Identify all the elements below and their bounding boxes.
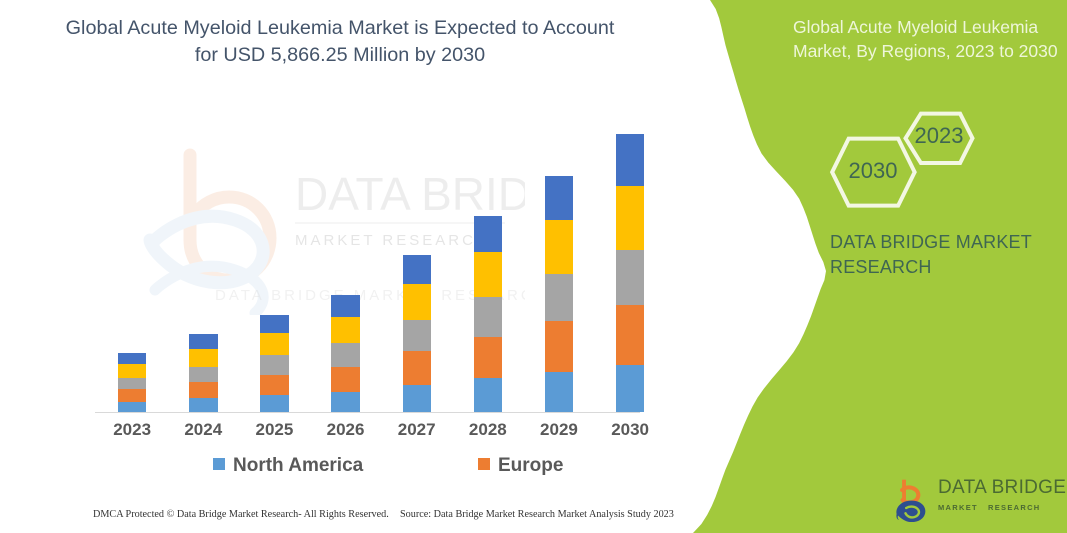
svg-text:2023: 2023 [915, 123, 964, 148]
svg-text:2030: 2030 [849, 158, 898, 183]
